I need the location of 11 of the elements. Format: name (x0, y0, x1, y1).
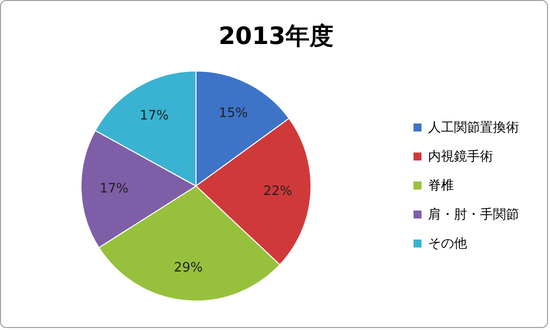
legend-label: 人工関節置換術 (428, 120, 519, 136)
legend-label: 内視鏡手術 (428, 150, 493, 164)
chart-title: 2013年度 (218, 22, 334, 50)
data-label: 17% (140, 108, 169, 124)
legend-label: 脊椎 (428, 178, 454, 194)
data-label: 15% (218, 106, 248, 121)
data-label: 29% (174, 260, 203, 276)
data-label: 22% (263, 184, 292, 200)
legend-label: 肩・肘・手関節 (428, 206, 519, 222)
legend-label: その他 (428, 236, 467, 252)
data-label: 17% (100, 182, 128, 197)
